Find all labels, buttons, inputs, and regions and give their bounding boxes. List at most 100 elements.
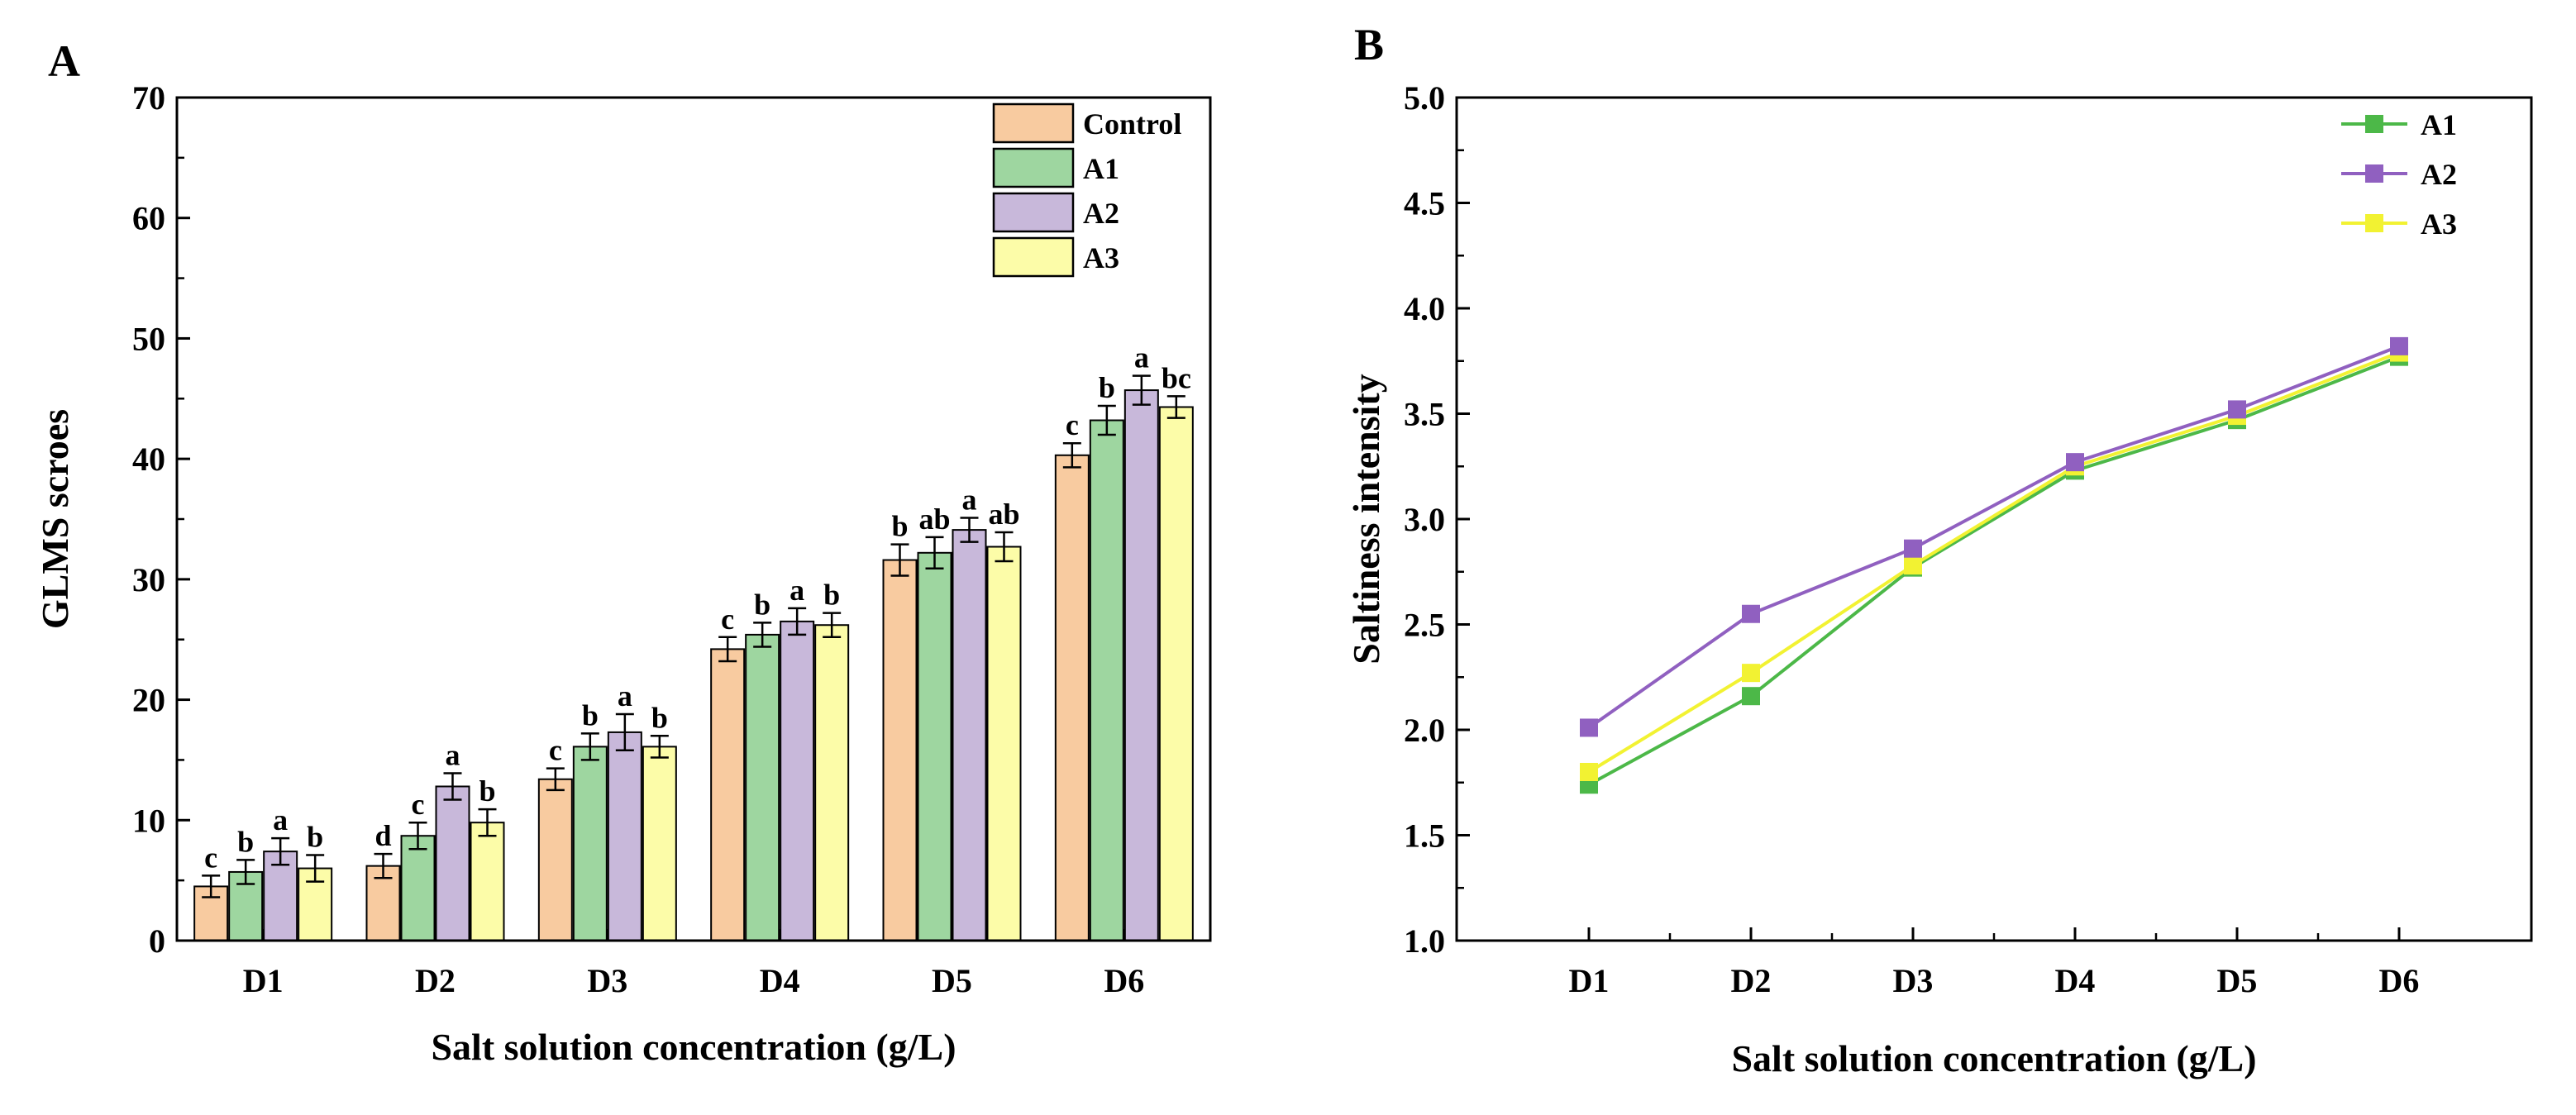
bar-control-d3	[537, 778, 573, 941]
significance-letter: ab	[988, 498, 1019, 531]
x-tick-label: D3	[1893, 962, 1934, 999]
y-tick-label: 0	[149, 922, 165, 960]
bar-a3-d2	[470, 822, 505, 942]
panel-a-letter: A	[48, 36, 80, 86]
legend-label: A2	[1083, 197, 1119, 230]
y-tick-label: 2.0	[1404, 712, 1445, 749]
panel-b-letter: B	[1354, 20, 1384, 69]
bar-a1-d4	[745, 633, 780, 942]
bar-a1-d2	[400, 835, 436, 942]
series-point-a2	[2390, 336, 2408, 355]
x-tick-label: D6	[1104, 962, 1144, 999]
x-axis-title: Salt solution concentration (g/L)	[1731, 1037, 2256, 1079]
y-tick-label: 10	[132, 802, 165, 839]
x-tick-label: D1	[243, 962, 284, 999]
y-tick-label: 5.0	[1404, 79, 1445, 117]
significance-letter: b	[479, 774, 495, 808]
significance-letter: b	[1099, 371, 1115, 404]
bar-a2-d4	[780, 620, 815, 941]
y-tick-label: 30	[132, 561, 165, 598]
significance-letter: b	[307, 821, 323, 854]
x-tick-label: D5	[2217, 962, 2258, 999]
bar-a1-d3	[572, 746, 608, 942]
series-point-a2	[2228, 400, 2246, 419]
x-tick-label: D4	[760, 962, 800, 999]
bar-a2-d6	[1123, 389, 1159, 942]
legend-marker-a2	[2365, 164, 2383, 183]
y-tick-label: 60	[132, 200, 165, 237]
bar-a2-d2	[435, 785, 470, 941]
significance-letter: a	[1134, 341, 1149, 374]
bar-control-d6	[1054, 454, 1090, 941]
y-tick-label: 40	[132, 441, 165, 478]
bar-a2-d5	[952, 529, 987, 941]
significance-letter: c	[721, 603, 734, 636]
significance-letter: c	[412, 788, 425, 821]
significance-letter: a	[273, 803, 288, 836]
legend-label: A3	[1083, 241, 1119, 274]
significance-letter: a	[446, 738, 460, 771]
series-line-a3	[1587, 350, 2400, 774]
significance-letter: a	[789, 574, 804, 607]
bar-a1-d5	[917, 551, 952, 941]
x-axis-title: Salt solution concentration (g/L)	[431, 1026, 956, 1068]
legend-swatch-a3	[992, 236, 1075, 278]
series-point-a2	[2066, 453, 2084, 472]
legend-label: A1	[2421, 108, 2457, 141]
significance-letter: c	[204, 841, 217, 874]
bar-a1-d6	[1089, 419, 1124, 941]
series-point-a1	[1742, 687, 1760, 706]
significance-letter: b	[823, 579, 840, 612]
significance-letter: b	[891, 510, 908, 543]
bar-a3-d6	[1158, 406, 1194, 941]
y-tick-label: 1.5	[1404, 817, 1445, 855]
significance-letter: a	[962, 484, 977, 517]
significance-letter: c	[549, 734, 562, 767]
y-tick-label: 3.5	[1404, 396, 1445, 433]
y-tick-label: 4.5	[1404, 185, 1445, 222]
y-tick-label: 20	[132, 682, 165, 719]
x-tick-label: D2	[415, 962, 456, 999]
series-point-a3	[1580, 763, 1598, 781]
significance-letter: bc	[1162, 361, 1191, 394]
significance-letter: d	[374, 819, 391, 852]
legend-marker-a1	[2365, 115, 2383, 133]
bar-control-d5	[882, 559, 918, 941]
series-point-a2	[1580, 718, 1598, 737]
legend-swatch-a1	[992, 147, 1075, 188]
legend-label: A3	[2421, 207, 2457, 241]
bar-a3-d5	[986, 546, 1022, 941]
x-tick-label: D4	[2055, 962, 2096, 999]
bar-a3-d3	[642, 746, 677, 942]
y-tick-label: 1.0	[1404, 922, 1445, 960]
significance-letter: b	[754, 588, 770, 621]
legend-swatch-control	[992, 102, 1075, 144]
bar-a2-d3	[607, 731, 642, 942]
bar-chart-glms: cdccbcbcbbabbaaaaaabbbbabbc0102030405060…	[34, 79, 1212, 1068]
legend-label: A1	[1083, 152, 1119, 185]
legend-label: A2	[2421, 158, 2457, 191]
significance-letter: b	[651, 701, 668, 734]
significance-letter: ab	[918, 503, 950, 536]
y-axis-title: GLMS scroes	[34, 409, 76, 629]
significance-letter: c	[1066, 408, 1079, 441]
significance-letter: a	[618, 679, 632, 712]
significance-letter: b	[237, 825, 254, 858]
series-point-a3	[1904, 556, 1922, 575]
x-tick-label: D3	[587, 962, 627, 999]
x-tick-label: D5	[932, 962, 972, 999]
legend-marker-a3	[2365, 214, 2383, 232]
x-tick-label: D2	[1731, 962, 1772, 999]
legend-label: Control	[1083, 107, 1181, 141]
series-line-a2	[1587, 345, 2400, 730]
significance-letter: b	[582, 698, 599, 731]
bar-a3-d4	[814, 624, 850, 941]
bar-a2-d1	[263, 851, 298, 941]
series-point-a2	[1904, 539, 1922, 558]
line-chart-saltiness: 1.0 1.5 2.0 2.5 3.0 3.5 4.0 4.5 5.0 D1 D2 D3 D4 D5 D6 S…	[1345, 79, 2533, 1079]
y-tick-label: 2.5	[1404, 607, 1445, 644]
bar-control-d4	[710, 648, 746, 941]
x-tick-label: D6	[2379, 962, 2420, 999]
y-tick-label: 70	[132, 79, 165, 117]
